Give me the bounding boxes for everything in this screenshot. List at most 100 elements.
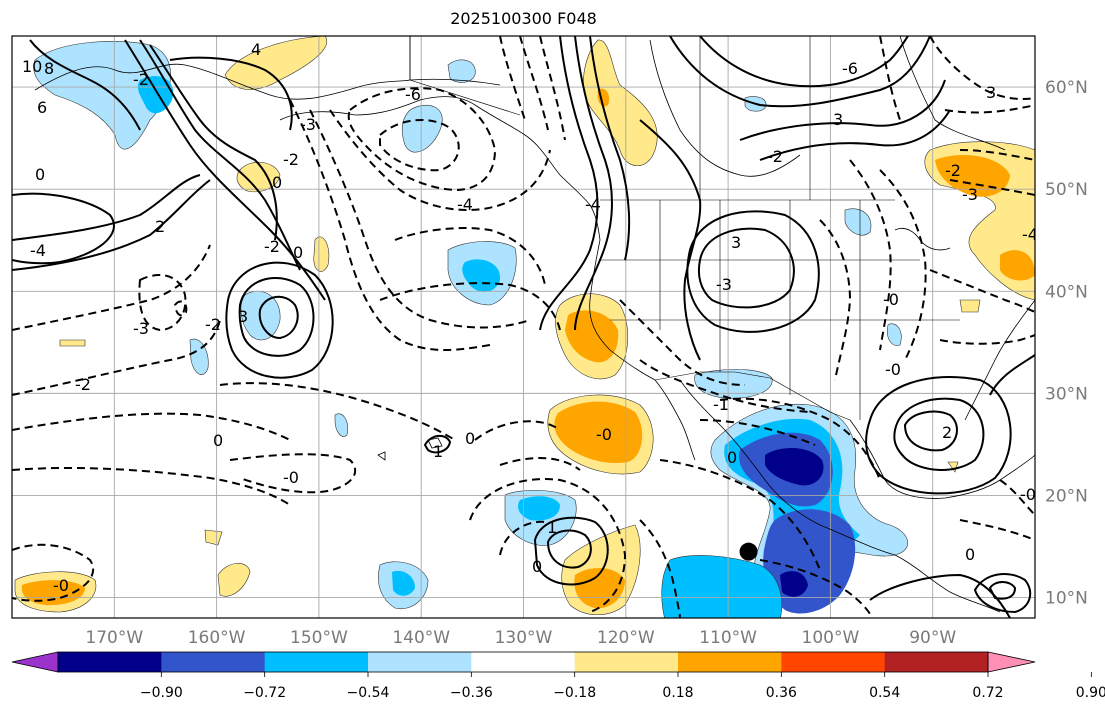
contour-labels: 10 8 6 -2 4 0 0 -2 -4 -3 -2 3 -2 -0 -0 0… [22,40,1035,595]
contour-label: 0 [727,448,737,467]
coastlines [34,36,1035,613]
contour-neg-4 [12,467,291,506]
contour-label: -2 [264,237,280,256]
contour-low-west-2 [225,261,334,379]
contour-pos-5 [139,39,301,271]
coast-east-us [964,299,1035,421]
contour-pos-canada-2 [699,36,909,88]
contour-neg-pac-9 [229,453,357,494]
contour-label: -0 [53,576,69,595]
contour-label: 3 [238,307,248,326]
contour-pos-bc-3 [589,36,631,261]
contour-neg-pac-11 [499,457,581,471]
contour-pos-bering [29,39,141,131]
shade-orange-socal [565,310,619,363]
coast-baja [654,379,696,461]
contour-neg-atl-1 [999,479,1035,516]
colorbar-bin [471,652,576,672]
coast-hudson-bay [649,39,801,177]
contour-high-us-1 [697,227,795,309]
latitude-label: 40°N [1045,282,1088,302]
contour-label: 0 [272,173,282,192]
colorbar-tick-label: 0.72 [972,685,1003,701]
colorbar-bin [781,652,886,672]
contour-neg-atl-2 [959,519,1035,541]
contour-label: -2 [133,70,149,89]
contour-neg-mex-3 [659,459,821,571]
contour-label: -0 [596,425,612,444]
longitude-label: 110°W [699,628,757,648]
contour-label: -4 [585,195,601,214]
longitude-label: 130°W [495,628,553,648]
contour-label: -2 [945,161,961,180]
colorbar-bin [161,652,266,672]
contour-neg-bc-2 [519,36,549,131]
longitude-label: 120°W [597,628,655,648]
colorbar-bin [264,652,369,672]
contour-label: 1 [547,518,557,537]
contour-label: -2 [283,150,299,169]
contour-label: 0 [465,429,475,448]
contour-neg-east-4 [949,179,1035,196]
colorbar-tick-label: −0.18 [553,685,596,701]
contour-neg-mex-2 [699,419,816,446]
longitude-labels: 170°W 160°W 150°W 140°W 130°W 120°W 110°W 100°W… [85,628,956,648]
colorbar-frame [57,651,989,673]
colorbar-extend-high [987,651,1036,673]
colorbar-tick-label: 0.36 [766,685,797,701]
coast-bc [559,174,601,241]
contour-low-epac-2 [546,529,592,569]
contour-pos-canada-4 [759,109,951,161]
contour-label: -2 [75,375,91,394]
contour-pos-canada-3 [739,79,946,141]
contour-neg-east-2 [939,334,1035,345]
contour-neg-bc-3 [539,36,566,141]
colorbar-bin [678,652,782,672]
contour-neg-us-1 [819,219,852,381]
graticule [12,36,1035,618]
contour-label: -2 [767,147,783,166]
contour-label: -1 [713,395,729,414]
colorbar-tick-label: 0.90 [1076,685,1105,701]
contour-pos-2 [12,174,201,241]
shade-blue-gulf-small [401,104,443,153]
shade-blue-alaska-panhandle [447,59,476,83]
contour-high-atl-3 [903,410,958,452]
longitude-label: 90°W [909,628,956,648]
contour-label: -4 [30,241,46,260]
latitude-label: 60°N [1045,78,1088,98]
contour-neg-east-3 [959,149,1035,161]
shade-orange-epac [574,568,625,609]
latitude-label: 10°N [1045,589,1088,609]
contour-pos-cam-3 [988,581,1017,600]
shade-blue-small-1 [189,338,209,375]
border-us-mexico [654,371,851,421]
contour-neg-pac-4 [347,87,497,192]
contour-neg-baja-1 [619,299,746,386]
contour-label: 2 [942,423,952,442]
colorbar-tick-label: −0.72 [243,685,286,701]
colorbar-tick-label: 0.18 [662,685,693,701]
contour-label: 0 [35,165,45,184]
contour-neg-bc-1 [499,36,526,121]
colorbar-extend-low [11,651,59,673]
contour-label: 3 [986,83,996,102]
shade-yellow-small-6 [959,299,981,313]
political-borders [409,36,960,421]
shade-yellow-tiny-1 [313,236,330,272]
contour-pos-cam-1 [869,573,1011,618]
shade-blue-small-8 [887,323,902,346]
contour-label: 3 [731,233,741,252]
shade-orange-far-west [21,580,85,606]
colorbar-tick-label: −0.36 [450,685,493,701]
colorbar-tick-label: −0.90 [140,685,183,701]
shade-blue-epac-core [518,496,560,521]
contour-label: 0 [965,545,975,564]
colorbar-bin [58,652,162,672]
contour-neg-canada-1 [879,36,901,121]
shade-navy-sw-mexico [780,571,808,597]
contour-neg-pac-1 [289,99,491,351]
shade-yellow-bering [224,36,328,90]
contour-label: -6 [405,85,421,104]
contour-pos-1 [12,192,115,265]
